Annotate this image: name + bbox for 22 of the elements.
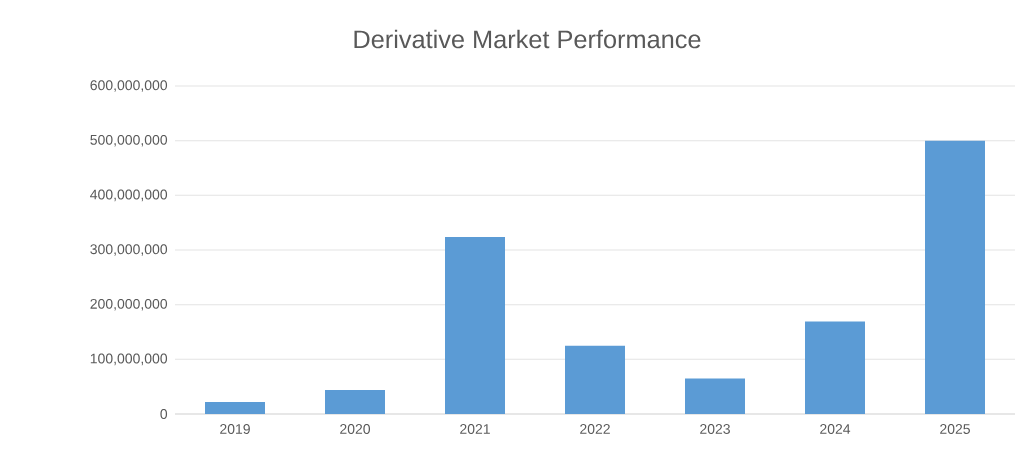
chart-title: Derivative Market Performance [354,29,701,49]
y-tick-label: 300,000,000 [90,244,168,256]
bar [565,345,626,414]
x-tick-label: 2025 [940,424,970,434]
bar [925,140,985,414]
x-tick-label: 2022 [580,424,610,434]
x-tick-label: 2023 [700,424,730,434]
x-tick-label: 2024 [820,424,851,434]
bar [205,401,265,414]
y-tick-label: 100,000,000 [90,353,168,366]
bar [445,236,505,414]
x-tick-label: 2021 [460,424,490,434]
x-tick-label: 2019 [220,424,250,434]
bar [325,389,385,414]
y-tick-label: 400,000,000 [90,189,168,202]
y-tick-label: 600,000,000 [90,80,168,92]
bar [805,321,865,414]
x-tick-label: 2020 [340,424,371,434]
y-tick-label: 200,000,000 [90,298,168,311]
y-tick-label: 0 [160,409,168,419]
bar [685,378,745,414]
y-tick-label: 500,000,000 [90,134,168,147]
